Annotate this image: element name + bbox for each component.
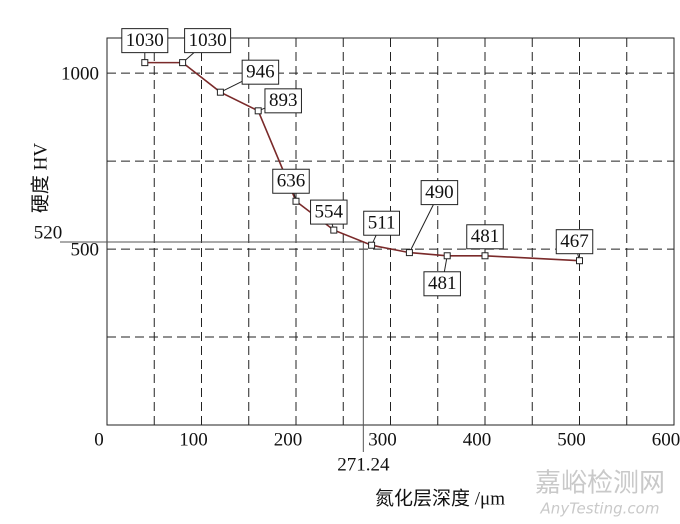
point [443, 252, 451, 260]
data-label: 511 [368, 213, 396, 234]
annotation-label: 520 [34, 222, 63, 243]
label-box [264, 88, 302, 114]
point [254, 107, 262, 115]
x-tick-label: 300 [368, 429, 397, 450]
label-box [420, 180, 459, 206]
label-box [466, 224, 504, 250]
data-label: 1030 [126, 30, 164, 51]
plot-frame [106, 37, 675, 426]
data-label: 893 [269, 90, 298, 111]
y-axis-label: 硬度 HV [29, 143, 51, 213]
point [576, 257, 583, 265]
line [144, 61, 580, 262]
point [368, 241, 376, 249]
x-axis-label: 氮化层深度 /μm [375, 487, 505, 509]
data-label: 946 [246, 62, 275, 83]
data-label: 554 [315, 201, 344, 222]
x-tick-label: 0 [94, 429, 104, 450]
point [292, 197, 300, 205]
x-tick-label: 100 [179, 429, 208, 450]
label-box [423, 271, 461, 297]
point [330, 226, 338, 234]
data-label: 467 [560, 231, 589, 252]
point [481, 252, 489, 260]
y-tick-label: 500 [71, 239, 100, 260]
label-box [272, 168, 310, 194]
data-label: 1030 [189, 30, 227, 51]
data-label: 481 [471, 226, 500, 247]
label-box [184, 28, 232, 54]
data-label: 490 [425, 182, 454, 203]
point [141, 59, 149, 67]
watermark: AnyTesting.com [540, 500, 660, 518]
label-box [241, 59, 280, 85]
x-tick-label: 500 [557, 429, 586, 450]
point [216, 88, 224, 96]
label-box [363, 210, 400, 236]
x-tick-label: 600 [652, 429, 680, 450]
watermark: 嘉峪检测网 [535, 469, 665, 499]
label-box [121, 28, 169, 54]
data-label: 481 [428, 273, 457, 294]
x-tick-label: 200 [274, 429, 303, 450]
point [405, 249, 413, 257]
label-box [555, 229, 594, 255]
data-label: 636 [277, 171, 306, 192]
point [179, 59, 187, 67]
annotation-label: 271.24 [337, 454, 390, 475]
x-tick-label: 400 [463, 429, 492, 450]
label-box [310, 199, 348, 225]
y-tick-label: 1000 [61, 64, 99, 85]
